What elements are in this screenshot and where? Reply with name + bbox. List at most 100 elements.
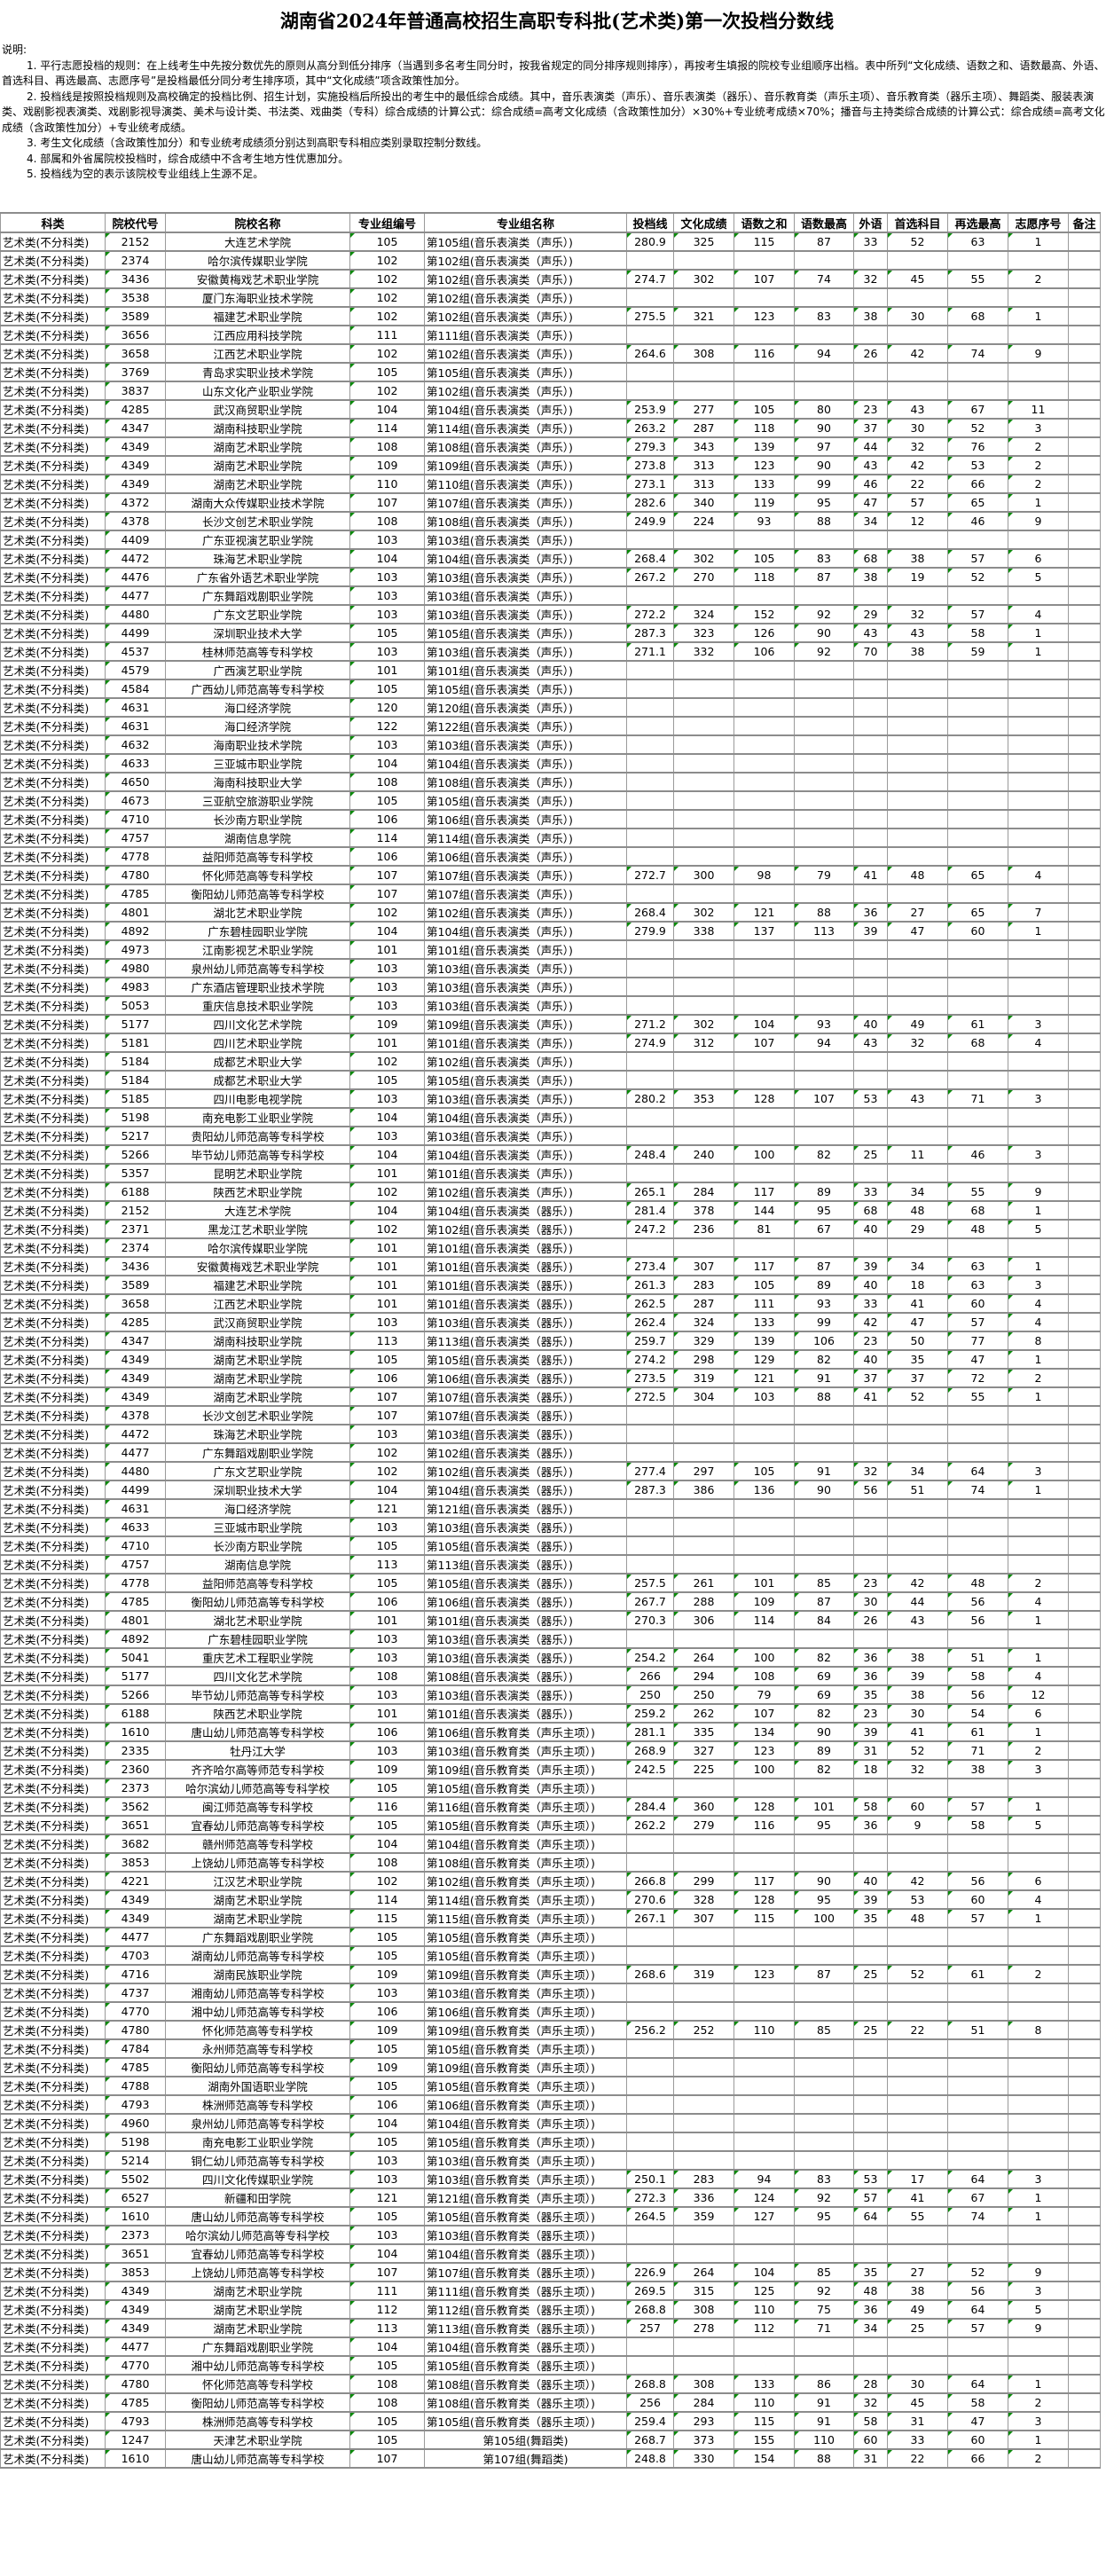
- cell-second-max: 51: [947, 1647, 1008, 1668]
- cell-school-name: 长沙南方职业学院: [165, 1535, 350, 1556]
- cell-school-code: 4472: [105, 548, 166, 569]
- cell-cutoff-score: 275.5: [626, 306, 674, 326]
- cell-chinese-math-sum: [734, 287, 795, 308]
- cell-remarks: [1068, 1703, 1101, 1724]
- cell-first-subject: 38: [887, 548, 948, 569]
- cell-school-code: 3853: [105, 2262, 166, 2282]
- cell-chinese-math-sum: [734, 995, 795, 1016]
- cell-preference-order: [1008, 977, 1069, 997]
- cell-school-name: 广东酒店管理职业技术学院: [165, 977, 350, 997]
- cell-culture-score: 261: [673, 1573, 734, 1593]
- cell-culture-score: [673, 325, 734, 345]
- cell-preference-order: 4: [1008, 1293, 1069, 1314]
- cell-cutoff-score: 267.1: [626, 1908, 674, 1928]
- cell-chinese-math-max: 82: [794, 1759, 854, 1779]
- cell-group-name: 第113组(音乐表演类（器乐）): [424, 1331, 627, 1351]
- cell-school-code: 4757: [105, 828, 166, 848]
- cell-chinese-math-sum: 137: [734, 921, 795, 941]
- cell-foreign-language: [853, 846, 888, 867]
- table-row: 艺术类(不分科类) 5217 贵阳幼儿师范高等专科学校 103 第103组(音乐表演类（…: [0, 1126, 1101, 1146]
- cell-chinese-math-sum: [734, 1834, 795, 1854]
- cell-school-name: 湖南艺术职业学院: [165, 1908, 350, 1928]
- cell-cutoff-score: 287.3: [626, 1480, 674, 1500]
- cell-second-max: 72: [947, 1368, 1008, 1388]
- cell-group-number: 104: [349, 1107, 425, 1127]
- cell-category: 艺术类(不分科类): [0, 250, 106, 271]
- cell-chinese-math-sum: [734, 2225, 795, 2245]
- cell-group-number: 103: [349, 2169, 425, 2189]
- cell-group-name: 第111组(音乐表演类（声乐）): [424, 325, 627, 345]
- cell-culture-score: 319: [673, 1368, 734, 1388]
- cell-chinese-math-sum: 79: [734, 1685, 795, 1705]
- cell-school-name: 湖南大众传媒职业技术学院: [165, 492, 350, 513]
- cell-group-number: 113: [349, 2318, 425, 2338]
- table-row: 艺术类(不分科类) 5185 四川电影电视学院 103 第103组(音乐表演类（声乐）)…: [0, 1088, 1101, 1109]
- cell-culture-score: [673, 734, 734, 755]
- cell-chinese-math-sum: 106: [734, 641, 795, 662]
- cell-cutoff-score: 280.9: [626, 232, 674, 252]
- cell-culture-score: [673, 1554, 734, 1575]
- cell-chinese-math-max: 113: [794, 921, 854, 941]
- cell-group-name: 第103组(音乐教育类（声乐主项）): [424, 1983, 627, 2003]
- cell-category: 艺术类(不分科类): [0, 2150, 106, 2171]
- cell-cutoff-score: [626, 1834, 674, 1854]
- cell-first-subject: [887, 2038, 948, 2059]
- cell-remarks: [1068, 1088, 1101, 1109]
- cell-foreign-language: 28: [853, 2374, 888, 2394]
- cell-chinese-math-max: 84: [794, 1610, 854, 1630]
- cell-remarks: [1068, 1144, 1101, 1165]
- note-item-4: 4. 部属和外省属院校投档时，综合成绩中不含考生地方性优惠加分。: [27, 152, 349, 165]
- cell-chinese-math-sum: 116: [734, 343, 795, 364]
- cell-group-name: 第104组(音乐表演类（声乐）): [424, 921, 627, 941]
- cell-preference-order: [1008, 287, 1069, 308]
- cell-school-code: 4477: [105, 585, 166, 606]
- cell-category: 艺术类(不分科类): [0, 1293, 106, 1314]
- cell-group-name: 第105组(音乐表演类（声乐）): [424, 623, 627, 643]
- cell-group-number: 106: [349, 809, 425, 829]
- cell-group-name: 第103组(音乐表演类（声乐）): [424, 995, 627, 1016]
- cell-preference-order: 1: [1008, 921, 1069, 941]
- cell-school-name: 四川艺术职业学院: [165, 1033, 350, 1053]
- cell-group-name: 第107组(舞蹈类): [424, 2448, 627, 2469]
- table-row: 艺术类(不分科类) 4780 怀化师范高等专科学校 108 第108组(音乐教育类（器乐…: [0, 2374, 1101, 2394]
- cell-cutoff-score: [626, 1107, 674, 1127]
- cell-cutoff-score: 262.2: [626, 1815, 674, 1835]
- cell-group-name: 第105组(音乐教育类（声乐主项）): [424, 1815, 627, 1835]
- cell-culture-score: [673, 846, 734, 867]
- cell-group-name: 第102组(音乐教育类（声乐主项）): [424, 1871, 627, 1891]
- cell-cutoff-score: [626, 1126, 674, 1146]
- cell-school-code: 5217: [105, 1126, 166, 1146]
- cell-cutoff-score: 271.2: [626, 1014, 674, 1034]
- table-row: 艺术类(不分科类) 2335 牡丹江大学 103 第103组(音乐教育类（声乐主项）) 2…: [0, 1740, 1101, 1761]
- cell-cutoff-score: [626, 1927, 674, 1947]
- cell-first-subject: [887, 1107, 948, 1127]
- cell-cutoff-score: [626, 828, 674, 848]
- cell-chinese-math-sum: [734, 2336, 795, 2357]
- cell-second-max: [947, 381, 1008, 401]
- cell-second-max: [947, 2243, 1008, 2264]
- cell-category: 艺术类(不分科类): [0, 2392, 106, 2413]
- cell-culture-score: 324: [673, 1312, 734, 1332]
- cell-first-subject: 55: [887, 2206, 948, 2227]
- cell-second-max: [947, 2336, 1008, 2357]
- table-row: 艺术类(不分科类) 3651 宜春幼儿师范高等专科学校 105 第105组(音乐教育类（…: [0, 1815, 1101, 1835]
- cell-remarks: [1068, 1778, 1101, 1798]
- cell-foreign-language: [853, 1535, 888, 1556]
- cell-foreign-language: 40: [853, 1275, 888, 1295]
- cell-chinese-math-sum: [734, 1126, 795, 1146]
- cell-cutoff-score: [626, 2113, 674, 2133]
- cell-remarks: [1068, 1219, 1101, 1239]
- cell-second-max: [947, 2001, 1008, 2022]
- cell-school-name: 哈尔滨幼儿师范高等专科学校: [165, 2225, 350, 2245]
- cell-school-name: 贵阳幼儿师范高等专科学校: [165, 1126, 350, 1146]
- cell-category: 艺术类(不分科类): [0, 2355, 106, 2376]
- cell-group-name: 第102组(音乐表演类（声乐）): [424, 1051, 627, 1072]
- cell-school-code: 2335: [105, 1740, 166, 1761]
- cell-culture-score: 324: [673, 604, 734, 624]
- cell-group-number: 113: [349, 1554, 425, 1575]
- cell-group-number: 103: [349, 567, 425, 587]
- cell-category: 艺术类(不分科类): [0, 1368, 106, 1388]
- cell-foreign-language: [853, 1945, 888, 1966]
- cell-foreign-language: [853, 2057, 888, 2077]
- cell-chinese-math-max: 87: [794, 567, 854, 587]
